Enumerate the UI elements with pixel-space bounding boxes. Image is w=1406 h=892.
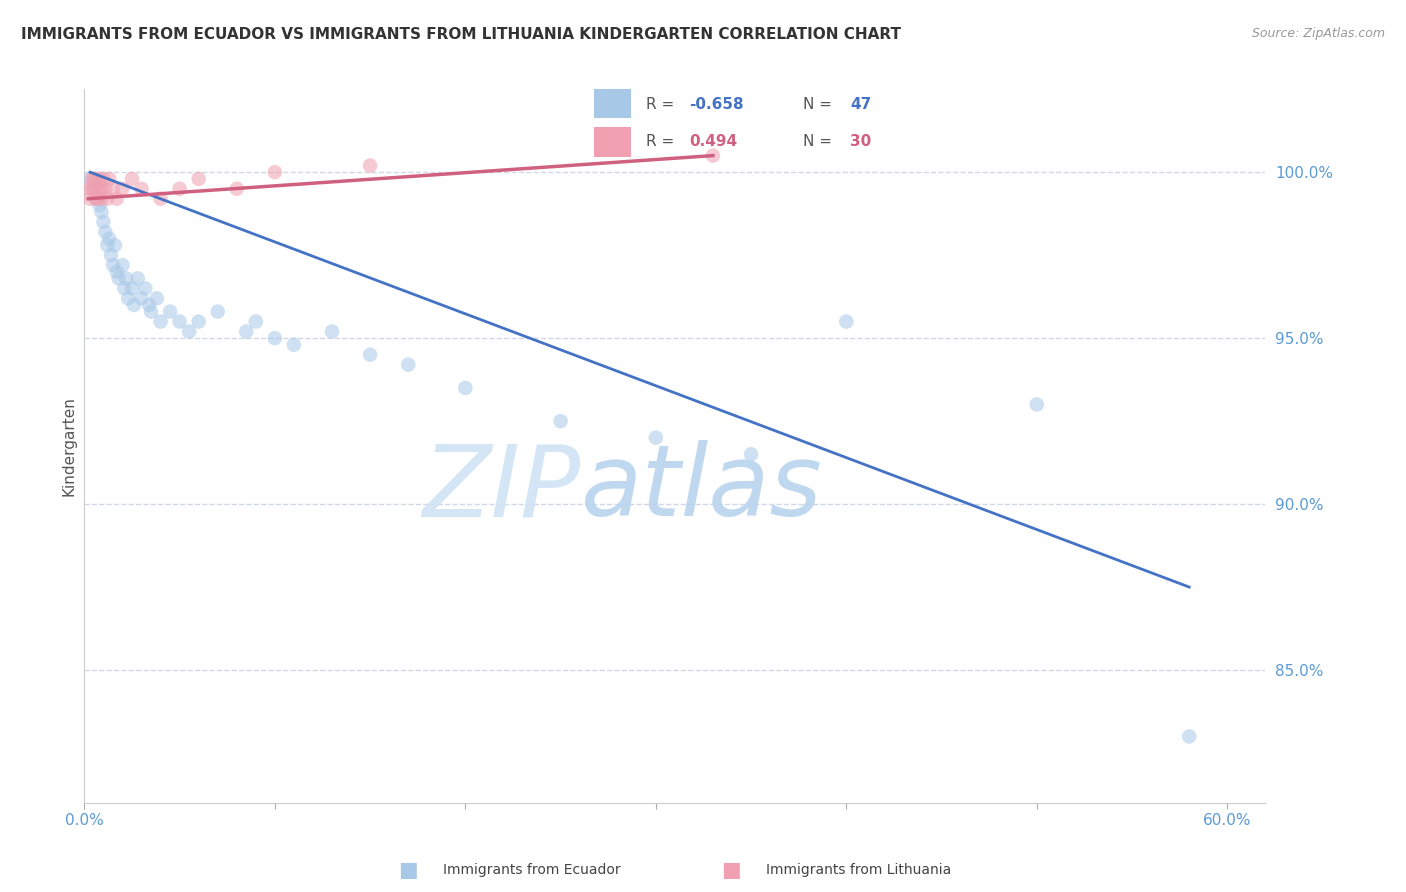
Point (121, 171, 143, 186)
Text: 0.494: 0.494 (689, 134, 738, 149)
Point (121, 281, 143, 295)
Point (86, 192, 108, 206)
Point (84, 171, 107, 186)
Bar (595, 89, 631, 119)
Point (225, 182, 247, 196)
Text: R =: R = (645, 134, 683, 149)
Point (235, 325, 257, 339)
Point (84, 192, 107, 206)
Point (86, 178, 108, 193)
Text: N =: N = (803, 96, 837, 112)
Point (86, 182, 108, 196)
Point (359, 348, 381, 362)
Point (187, 171, 209, 186)
Point (105, 265, 128, 279)
Text: R =: R = (645, 96, 679, 112)
Point (83, 182, 105, 196)
Point (359, 159, 381, 173)
Point (1178, 730, 1201, 744)
Point (101, 258, 124, 272)
Point (740, 447, 762, 461)
Point (79, 192, 101, 206)
Point (139, 304, 162, 318)
Point (104, 238, 127, 252)
Point (77, 182, 100, 196)
Point (96, 238, 118, 252)
Point (1025, 397, 1047, 411)
Point (207, 304, 229, 318)
Point (94, 225, 117, 239)
Point (105, 192, 128, 206)
Text: atlas: atlas (581, 441, 823, 537)
Point (127, 271, 149, 285)
Point (115, 271, 138, 285)
Point (159, 304, 181, 318)
Point (122, 298, 145, 312)
Point (83, 182, 105, 196)
Point (138, 298, 160, 312)
Point (93, 215, 115, 229)
Point (149, 314, 172, 328)
Point (117, 291, 139, 305)
Bar (595, 127, 631, 157)
Point (835, 314, 858, 328)
Point (79, 171, 101, 186)
Point (283, 338, 305, 352)
Point (89, 171, 111, 186)
Point (94, 182, 117, 196)
Point (454, 381, 477, 395)
Point (98, 171, 121, 186)
Point (702, 148, 724, 162)
Y-axis label: Kindergarten: Kindergarten (60, 396, 76, 496)
Point (100, 248, 122, 262)
Point (98, 231, 121, 245)
Point (93, 171, 115, 186)
Point (90, 205, 112, 219)
Point (149, 192, 172, 206)
Point (550, 414, 572, 428)
Point (90, 182, 112, 196)
Point (169, 314, 191, 328)
Point (169, 182, 191, 196)
Text: 47: 47 (851, 96, 872, 112)
Point (80, 182, 103, 196)
Point (84, 192, 107, 206)
Point (263, 331, 285, 345)
Point (187, 314, 209, 328)
Point (112, 281, 135, 295)
Point (90, 192, 112, 206)
Point (107, 271, 129, 285)
Point (321, 325, 343, 339)
Point (644, 431, 666, 445)
Point (245, 314, 267, 328)
Text: N =: N = (803, 134, 837, 149)
Text: 30: 30 (851, 134, 872, 149)
Point (89, 198, 111, 212)
Text: Immigrants from Ecuador: Immigrants from Ecuador (443, 863, 620, 877)
Point (263, 165, 285, 179)
Text: Immigrants from Lithuania: Immigrants from Lithuania (766, 863, 952, 877)
Point (131, 291, 153, 305)
Text: ■: ■ (398, 860, 418, 880)
Point (179, 325, 201, 339)
Point (145, 291, 167, 305)
Point (101, 182, 124, 196)
Point (111, 258, 134, 272)
Point (131, 182, 153, 196)
Text: -0.658: -0.658 (689, 96, 744, 112)
Text: ■: ■ (721, 860, 741, 880)
Point (134, 281, 156, 295)
Point (83, 171, 105, 186)
Text: ZIP: ZIP (422, 441, 581, 537)
Point (80, 171, 103, 186)
Point (89, 182, 111, 196)
Point (396, 358, 419, 372)
Text: Source: ZipAtlas.com: Source: ZipAtlas.com (1251, 27, 1385, 40)
Point (111, 182, 134, 196)
Point (96, 192, 118, 206)
Text: IMMIGRANTS FROM ECUADOR VS IMMIGRANTS FROM LITHUANIA KINDERGARTEN CORRELATION CH: IMMIGRANTS FROM ECUADOR VS IMMIGRANTS FR… (21, 27, 901, 42)
